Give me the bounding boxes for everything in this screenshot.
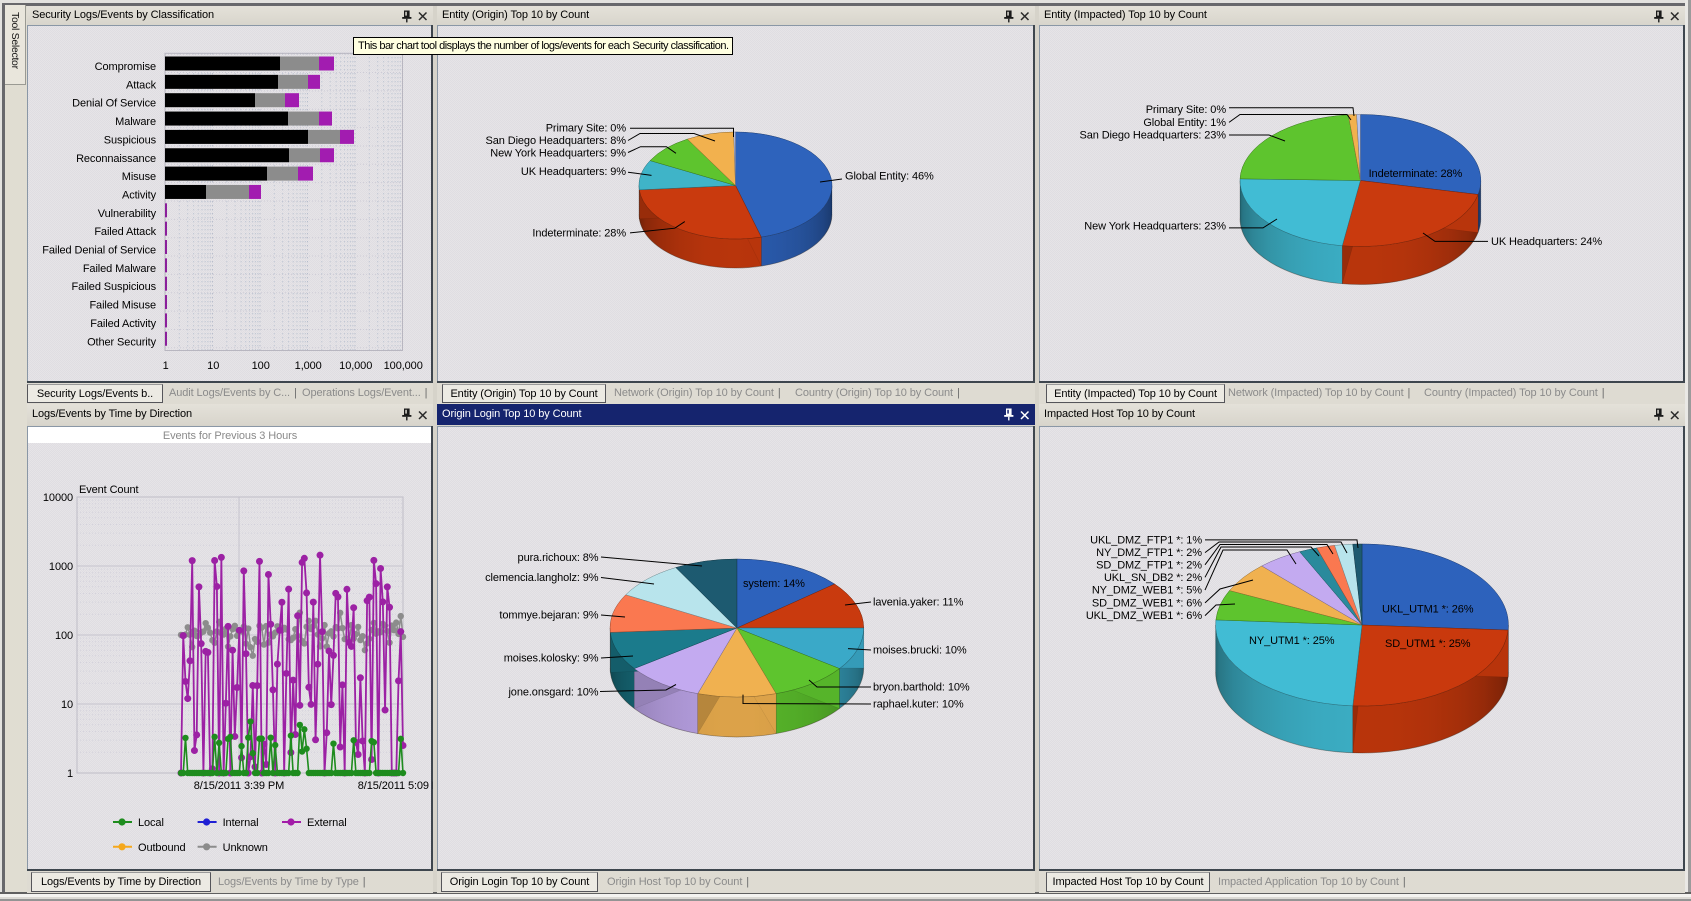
svg-text:UKL_DMZ_FTP1 *: 1%: UKL_DMZ_FTP1 *: 1%	[1090, 534, 1202, 546]
svg-text:Indeterminate: 28%: Indeterminate: 28%	[532, 228, 626, 240]
svg-text:1: 1	[67, 768, 73, 780]
svg-text:SD_UTM1 *: 25%: SD_UTM1 *: 25%	[1385, 638, 1471, 650]
svg-text:100,000: 100,000	[384, 360, 423, 372]
svg-text:tommye.bejaran: 9%: tommye.bejaran: 9%	[499, 610, 598, 622]
svg-text:Primary Site: 0%: Primary Site: 0%	[1146, 104, 1227, 116]
svg-text:moises.kolosky: 9%: moises.kolosky: 9%	[504, 653, 599, 665]
svg-text:1,000: 1,000	[295, 360, 322, 372]
svg-text:jone.onsgard: 10%: jone.onsgard: 10%	[507, 687, 598, 699]
svg-text:Event Count: Event Count	[79, 484, 138, 496]
svg-text:100: 100	[55, 630, 73, 642]
svg-text:Other Security: Other Security	[87, 336, 157, 348]
svg-text:bryon.barthold: 10%: bryon.barthold: 10%	[873, 682, 970, 694]
svg-text:UK Headquarters: 24%: UK Headquarters: 24%	[1491, 236, 1602, 248]
svg-text:UKL_DMZ_WEB1 *: 6%: UKL_DMZ_WEB1 *: 6%	[1086, 610, 1203, 622]
svg-text:10000: 10000	[43, 492, 73, 504]
svg-text:Failed Denial of Service: Failed Denial of Service	[42, 245, 156, 257]
svg-text:system: 14%: system: 14%	[743, 578, 805, 590]
svg-text:pura.richoux: 8%: pura.richoux: 8%	[518, 552, 599, 564]
svg-text:Malware: Malware	[115, 116, 156, 128]
svg-text:San Diego Headquarters: 8%: San Diego Headquarters: 8%	[486, 135, 627, 147]
svg-text:Primary Site: 0%: Primary Site: 0%	[546, 123, 627, 135]
svg-text:Failed Activity: Failed Activity	[90, 318, 156, 330]
svg-text:Attack: Attack	[126, 79, 157, 91]
svg-text:Internal: Internal	[223, 817, 259, 829]
svg-text:Unknown: Unknown	[223, 842, 268, 854]
svg-text:10: 10	[207, 360, 219, 372]
svg-text:Global Entity: 46%: Global Entity: 46%	[845, 171, 934, 183]
svg-text:Failed Malware: Failed Malware	[83, 263, 156, 275]
svg-text:NY_DMZ_FTP1 *: 2%: NY_DMZ_FTP1 *: 2%	[1096, 547, 1202, 559]
svg-text:100: 100	[252, 360, 270, 372]
svg-text:1: 1	[163, 360, 169, 372]
svg-text:1000: 1000	[49, 561, 73, 573]
svg-text:Vulnerability: Vulnerability	[98, 208, 157, 220]
svg-text:New York Headquarters: 9%: New York Headquarters: 9%	[490, 148, 626, 160]
svg-text:Events for Previous 3 Hours: Events for Previous 3 Hours	[163, 430, 298, 442]
svg-text:Denial Of Service: Denial Of Service	[72, 98, 156, 110]
svg-text:clemencia.langholz: 9%: clemencia.langholz: 9%	[485, 572, 599, 584]
svg-text:New York Headquarters: 23%: New York Headquarters: 23%	[1084, 221, 1226, 233]
svg-text:Indeterminate: 28%: Indeterminate: 28%	[1369, 168, 1463, 180]
svg-text:Failed Misuse: Failed Misuse	[89, 300, 156, 312]
svg-text:Suspicious: Suspicious	[104, 134, 157, 146]
svg-text:Failed Attack: Failed Attack	[94, 226, 156, 238]
svg-text:Activity: Activity	[122, 189, 157, 201]
svg-text:moises.brucki: 10%: moises.brucki: 10%	[873, 645, 967, 657]
svg-text:SD_DMZ_FTP1 *: 2%: SD_DMZ_FTP1 *: 2%	[1096, 559, 1202, 571]
svg-text:Misuse: Misuse	[122, 171, 156, 183]
svg-text:8/15/2011 5:09 PM: 8/15/2011 5:09 PM	[358, 780, 433, 792]
svg-text:NY_UTM1 *: 25%: NY_UTM1 *: 25%	[1249, 635, 1335, 647]
svg-text:Compromise: Compromise	[95, 61, 156, 73]
svg-text:NY_DMZ_WEB1 *: 5%: NY_DMZ_WEB1 *: 5%	[1092, 585, 1202, 597]
svg-text:10: 10	[61, 699, 73, 711]
svg-text:Local: Local	[138, 817, 164, 829]
svg-text:8/15/2011 3:39 PM: 8/15/2011 3:39 PM	[194, 780, 284, 792]
svg-text:UKL_SN_DB2 *: 2%: UKL_SN_DB2 *: 2%	[1104, 572, 1202, 584]
svg-text:UKL_UTM1 *: 26%: UKL_UTM1 *: 26%	[1382, 604, 1474, 616]
svg-text:Failed Suspicious: Failed Suspicious	[71, 281, 156, 293]
svg-text:lavenia.yaker: 11%: lavenia.yaker: 11%	[873, 597, 964, 609]
svg-text:Outbound: Outbound	[138, 842, 186, 854]
svg-text:10,000: 10,000	[339, 360, 372, 372]
svg-text:Reconnaissance: Reconnaissance	[76, 153, 156, 165]
svg-text:San Diego Headquarters: 23%: San Diego Headquarters: 23%	[1079, 130, 1226, 142]
svg-text:SD_DMZ_WEB1 *: 6%: SD_DMZ_WEB1 *: 6%	[1092, 597, 1202, 609]
svg-text:UK Headquarters: 9%: UK Headquarters: 9%	[521, 166, 626, 178]
svg-text:Global Entity: 1%: Global Entity: 1%	[1143, 117, 1226, 129]
svg-text:External: External	[307, 817, 347, 829]
svg-text:raphael.kuter: 10%: raphael.kuter: 10%	[873, 699, 964, 711]
